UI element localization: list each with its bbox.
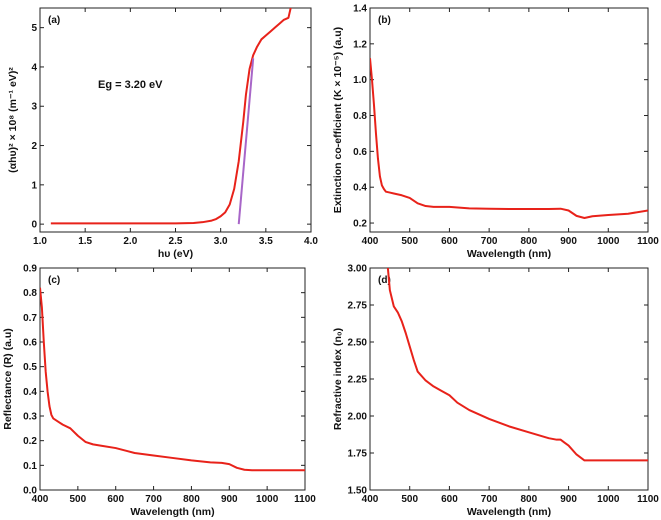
x-axis-label: Wavelength (nm) [467, 506, 551, 518]
x-tick-label: 800 [521, 494, 538, 505]
y-tick-label: 1 [31, 180, 37, 191]
y-tick-label: 4 [31, 62, 37, 73]
x-tick-label: 700 [481, 494, 498, 505]
y-tick-label: 0.4 [23, 387, 37, 398]
y-tick-label: 0.8 [353, 111, 367, 122]
x-tick-label: 900 [560, 494, 577, 505]
x-tick-label: 500 [401, 494, 418, 505]
y-axis-label: Reflectance (R) (a.u) [2, 328, 14, 430]
y-tick-label: 2.00 [348, 412, 368, 423]
plot-frame [39, 267, 306, 491]
x-tick-label: 500 [401, 236, 418, 247]
x-tick-label: 900 [221, 494, 238, 505]
x-tick-label: 600 [107, 494, 124, 505]
y-tick-label: 0.6 [353, 147, 367, 158]
y-tick-label: 2.75 [348, 301, 368, 312]
x-tick-label: 2.0 [123, 236, 137, 247]
plot-frame [369, 267, 649, 491]
chart-panel-4: 400 500 600 700 800 900 1000 1100 1.50 1.75 2.00 2.… [332, 264, 659, 519]
y-tick-label: 0.6 [23, 338, 37, 349]
panel-label: (b) [378, 15, 391, 26]
y-tick-label: 1.0 [353, 75, 367, 86]
plot-frame [369, 7, 649, 233]
x-tick-label: 1100 [637, 494, 659, 505]
y-tick-label: 0.1 [23, 461, 37, 472]
y-axis-label: Refractive index (n₀) [332, 328, 344, 430]
y-tick-label: 1.50 [348, 486, 368, 497]
panel-label: (c) [48, 275, 60, 286]
panel-label: (d) [378, 275, 391, 286]
x-tick-label: 600 [441, 494, 458, 505]
y-tick-label: 0.5 [23, 362, 37, 373]
x-axis-label: hυ (eV) [158, 248, 193, 260]
y-tick-label: 1.2 [353, 39, 367, 50]
x-axis-label: Wavelength (nm) [130, 506, 214, 518]
x-tick-label: 4.0 [304, 236, 318, 247]
x-tick-label: 1100 [637, 236, 659, 247]
series-line-1 [370, 58, 648, 220]
x-tick-label: 400 [362, 236, 379, 247]
x-tick-label: 700 [481, 236, 498, 247]
x-tick-label: 3.0 [214, 236, 228, 247]
series-line-1 [40, 287, 305, 472]
linear-fit-line [237, 58, 255, 225]
x-tick-label: 900 [560, 236, 577, 247]
y-tick-label: 0.4 [353, 183, 367, 194]
y-tick-label: 0.2 [23, 436, 37, 447]
y-tick-label: 1.4 [353, 4, 367, 15]
chart-panel-1: 1.0 1.5 2.0 2.5 3.0 3.5 4.0 0 1 2 3 4 5 hυ (eV) (αhυ)²… [7, 7, 318, 260]
chart-panel-2: 400 500 600 700 800 900 1000 1100 0.2 0.4 0.6 0.8 1.… [332, 4, 659, 261]
series-line-1 [50, 8, 292, 225]
y-axis-label: (αhυ)² × 10⁸ (m⁻¹ eV)² [7, 67, 19, 173]
y-tick-label: 1.75 [348, 449, 368, 460]
x-tick-label: 700 [145, 494, 162, 505]
x-tick-label: 400 [362, 494, 379, 505]
x-tick-label: 800 [521, 236, 538, 247]
y-tick-label: 0.7 [23, 313, 37, 324]
y-tick-label: 2.25 [348, 375, 368, 386]
x-tick-label: 600 [441, 236, 458, 247]
y-axis-label: Extinction co-efficient (K × 10⁻⁵) (a.u) [332, 27, 344, 213]
y-tick-label: 2 [31, 141, 37, 152]
x-axis-label: Wavelength (nm) [467, 248, 551, 260]
x-tick-label: 2.5 [169, 236, 183, 247]
y-tick-label: 0.9 [23, 264, 37, 275]
x-tick-label: 1.0 [33, 236, 47, 247]
series-line-1 [386, 268, 648, 462]
x-tick-label: 400 [32, 494, 49, 505]
x-tick-label: 1100 [294, 494, 316, 505]
plot-frame [39, 7, 312, 233]
y-tick-label: 0.2 [353, 219, 367, 230]
y-tick-label: 5 [31, 23, 37, 34]
x-tick-label: 1000 [256, 494, 279, 505]
x-tick-label: 3.5 [259, 236, 273, 247]
y-tick-label: 0 [31, 220, 37, 231]
y-tick-label: 3.00 [348, 264, 368, 275]
y-tick-label: 0.3 [23, 412, 37, 423]
x-tick-label: 800 [183, 494, 200, 505]
y-tick-label: 3 [31, 102, 37, 113]
y-tick-label: 2.50 [348, 338, 368, 349]
panel-label: (a) [48, 15, 60, 26]
x-tick-label: 1000 [597, 236, 620, 247]
bandgap-annotation: Eg = 3.20 eV [98, 79, 163, 91]
x-tick-label: 1.5 [78, 236, 92, 247]
y-tick-label: 0.0 [23, 486, 37, 497]
x-tick-label: 1000 [597, 494, 620, 505]
y-tick-label: 0.8 [23, 288, 37, 299]
chart-panel-3: 400 500 600 700 800 900 1000 1100 0.0 0.1 0.2 0.3 0.… [2, 264, 316, 519]
x-tick-label: 500 [70, 494, 87, 505]
